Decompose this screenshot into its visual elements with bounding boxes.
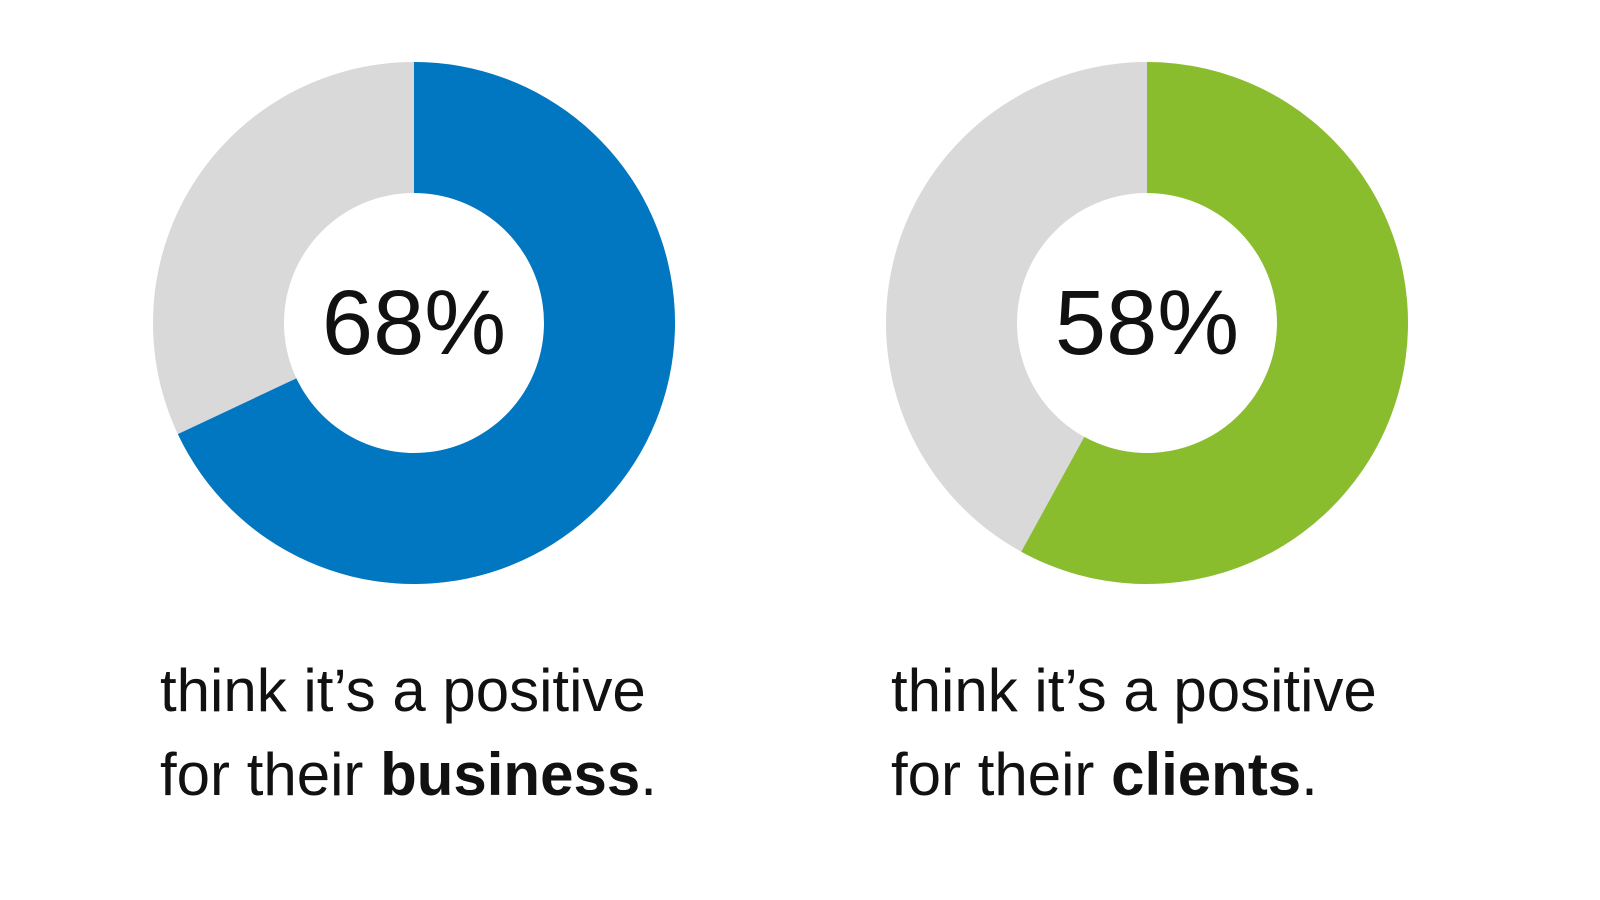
- caption-line: for their clients.: [891, 741, 1318, 808]
- caption-text: for their: [891, 741, 1094, 808]
- caption-line: think it’s a positive: [160, 657, 646, 724]
- caption-end: .: [640, 741, 657, 808]
- donut-segment: [177, 62, 675, 584]
- caption-line: think it’s a positive: [891, 657, 1377, 724]
- caption-emphasis: clients: [1111, 741, 1301, 808]
- caption-end: .: [1301, 741, 1318, 808]
- donut-chart: 58% think it’s a positive for their client…: [885, 62, 1408, 808]
- caption-emphasis: business: [380, 741, 640, 808]
- caption-line: for their business.: [160, 741, 657, 808]
- caption-text: for their: [160, 741, 363, 808]
- value-label: 58%: [1055, 272, 1239, 374]
- donut-segment: [1021, 62, 1408, 585]
- value-label: 68%: [322, 272, 506, 374]
- donut-chart: 68% think it’s a positive for their busine…: [152, 62, 675, 808]
